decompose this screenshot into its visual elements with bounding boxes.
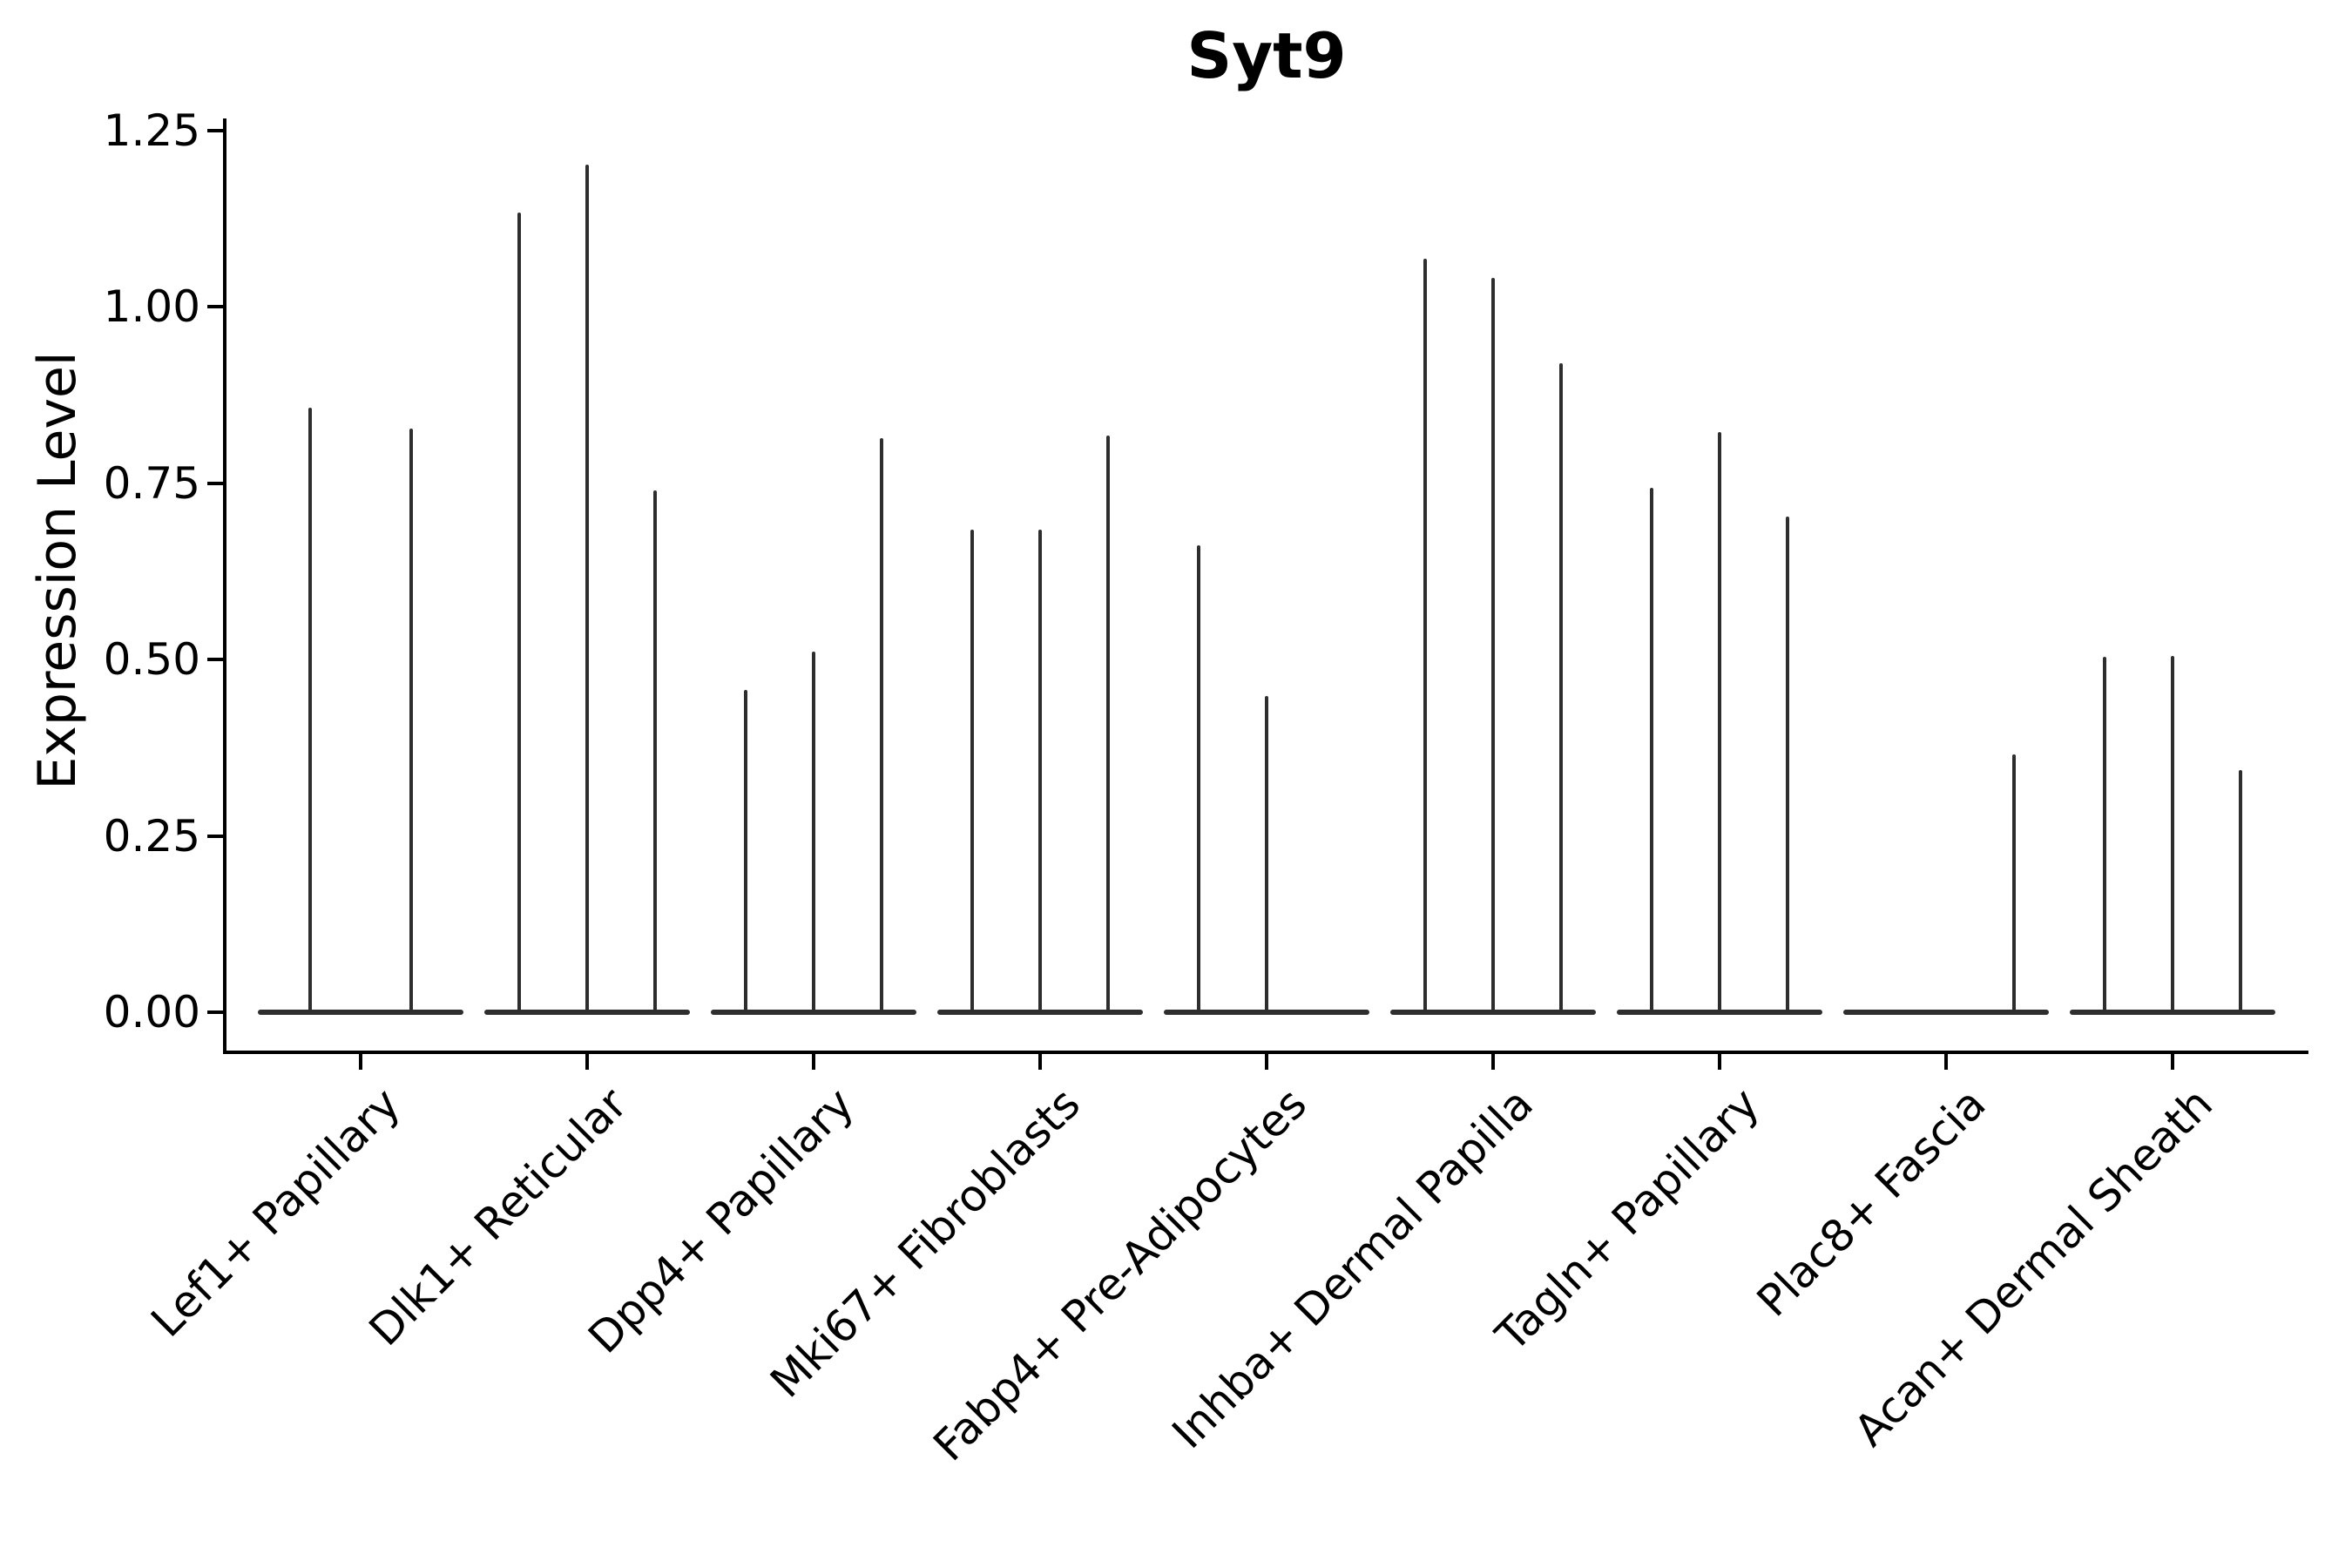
violin-spike bbox=[1264, 696, 1269, 1015]
y-tick-mark bbox=[207, 658, 223, 662]
x-tick-mark bbox=[1038, 1054, 1042, 1070]
x-tick-mark bbox=[585, 1054, 589, 1070]
y-tick-mark bbox=[207, 129, 223, 132]
x-tick-mark bbox=[2171, 1054, 2174, 1070]
x-tick-label: Lef1+ Papillary bbox=[141, 1078, 410, 1347]
x-tick-mark bbox=[1944, 1054, 1948, 1070]
x-tick-label: Plac8+ Fascia bbox=[1747, 1078, 1996, 1327]
violin-spike bbox=[517, 212, 522, 1015]
violin-spike bbox=[2102, 656, 2107, 1015]
violin-spike bbox=[879, 437, 884, 1015]
violin-spike bbox=[1490, 278, 1496, 1015]
violin-spike bbox=[409, 428, 414, 1015]
y-tick-label: 0.50 bbox=[103, 634, 200, 686]
x-tick-mark bbox=[812, 1054, 815, 1070]
violin-spike bbox=[1717, 431, 1722, 1015]
violin-spike bbox=[1558, 363, 1564, 1015]
violin-spike bbox=[1423, 259, 1428, 1015]
violin-baseline bbox=[1843, 1009, 2049, 1016]
violin-spike bbox=[2170, 656, 2175, 1015]
violin-spike bbox=[2238, 770, 2243, 1015]
violin-spike bbox=[1785, 516, 1790, 1015]
y-axis-spine bbox=[223, 118, 226, 1054]
x-tick-mark bbox=[1491, 1054, 1495, 1070]
violin-spike bbox=[743, 690, 748, 1015]
violin-spike bbox=[1196, 545, 1201, 1015]
x-tick-mark bbox=[359, 1054, 362, 1070]
y-tick-mark bbox=[207, 305, 223, 309]
x-tick-mark bbox=[1265, 1054, 1268, 1070]
y-tick-label: 0.00 bbox=[103, 987, 200, 1037]
violin-spike bbox=[1105, 435, 1111, 1015]
y-tick-mark bbox=[207, 834, 223, 838]
chart-title: Syt9 bbox=[1186, 19, 1347, 92]
violin-spike bbox=[585, 164, 590, 1015]
y-tick-label: 0.25 bbox=[103, 810, 200, 862]
y-tick-label: 1.25 bbox=[103, 105, 200, 156]
y-tick-label: 0.75 bbox=[103, 457, 200, 509]
violin-spike bbox=[1037, 530, 1043, 1015]
x-axis-spine bbox=[223, 1051, 2308, 1054]
violin-spike bbox=[2011, 754, 2017, 1015]
y-tick-mark bbox=[207, 1010, 223, 1014]
violin-spike bbox=[970, 530, 975, 1015]
y-tick-label: 1.00 bbox=[103, 281, 200, 333]
violin-baseline bbox=[258, 1009, 463, 1016]
violin-spike bbox=[652, 490, 658, 1015]
violin-spike bbox=[1649, 487, 1654, 1015]
x-tick-mark bbox=[1718, 1054, 1721, 1070]
y-tick-mark bbox=[207, 481, 223, 485]
violin-spike bbox=[308, 408, 313, 1015]
violin-spike bbox=[811, 652, 816, 1015]
x-tick-label: Fabp4+ Pre-Adipocytes bbox=[923, 1078, 1316, 1471]
